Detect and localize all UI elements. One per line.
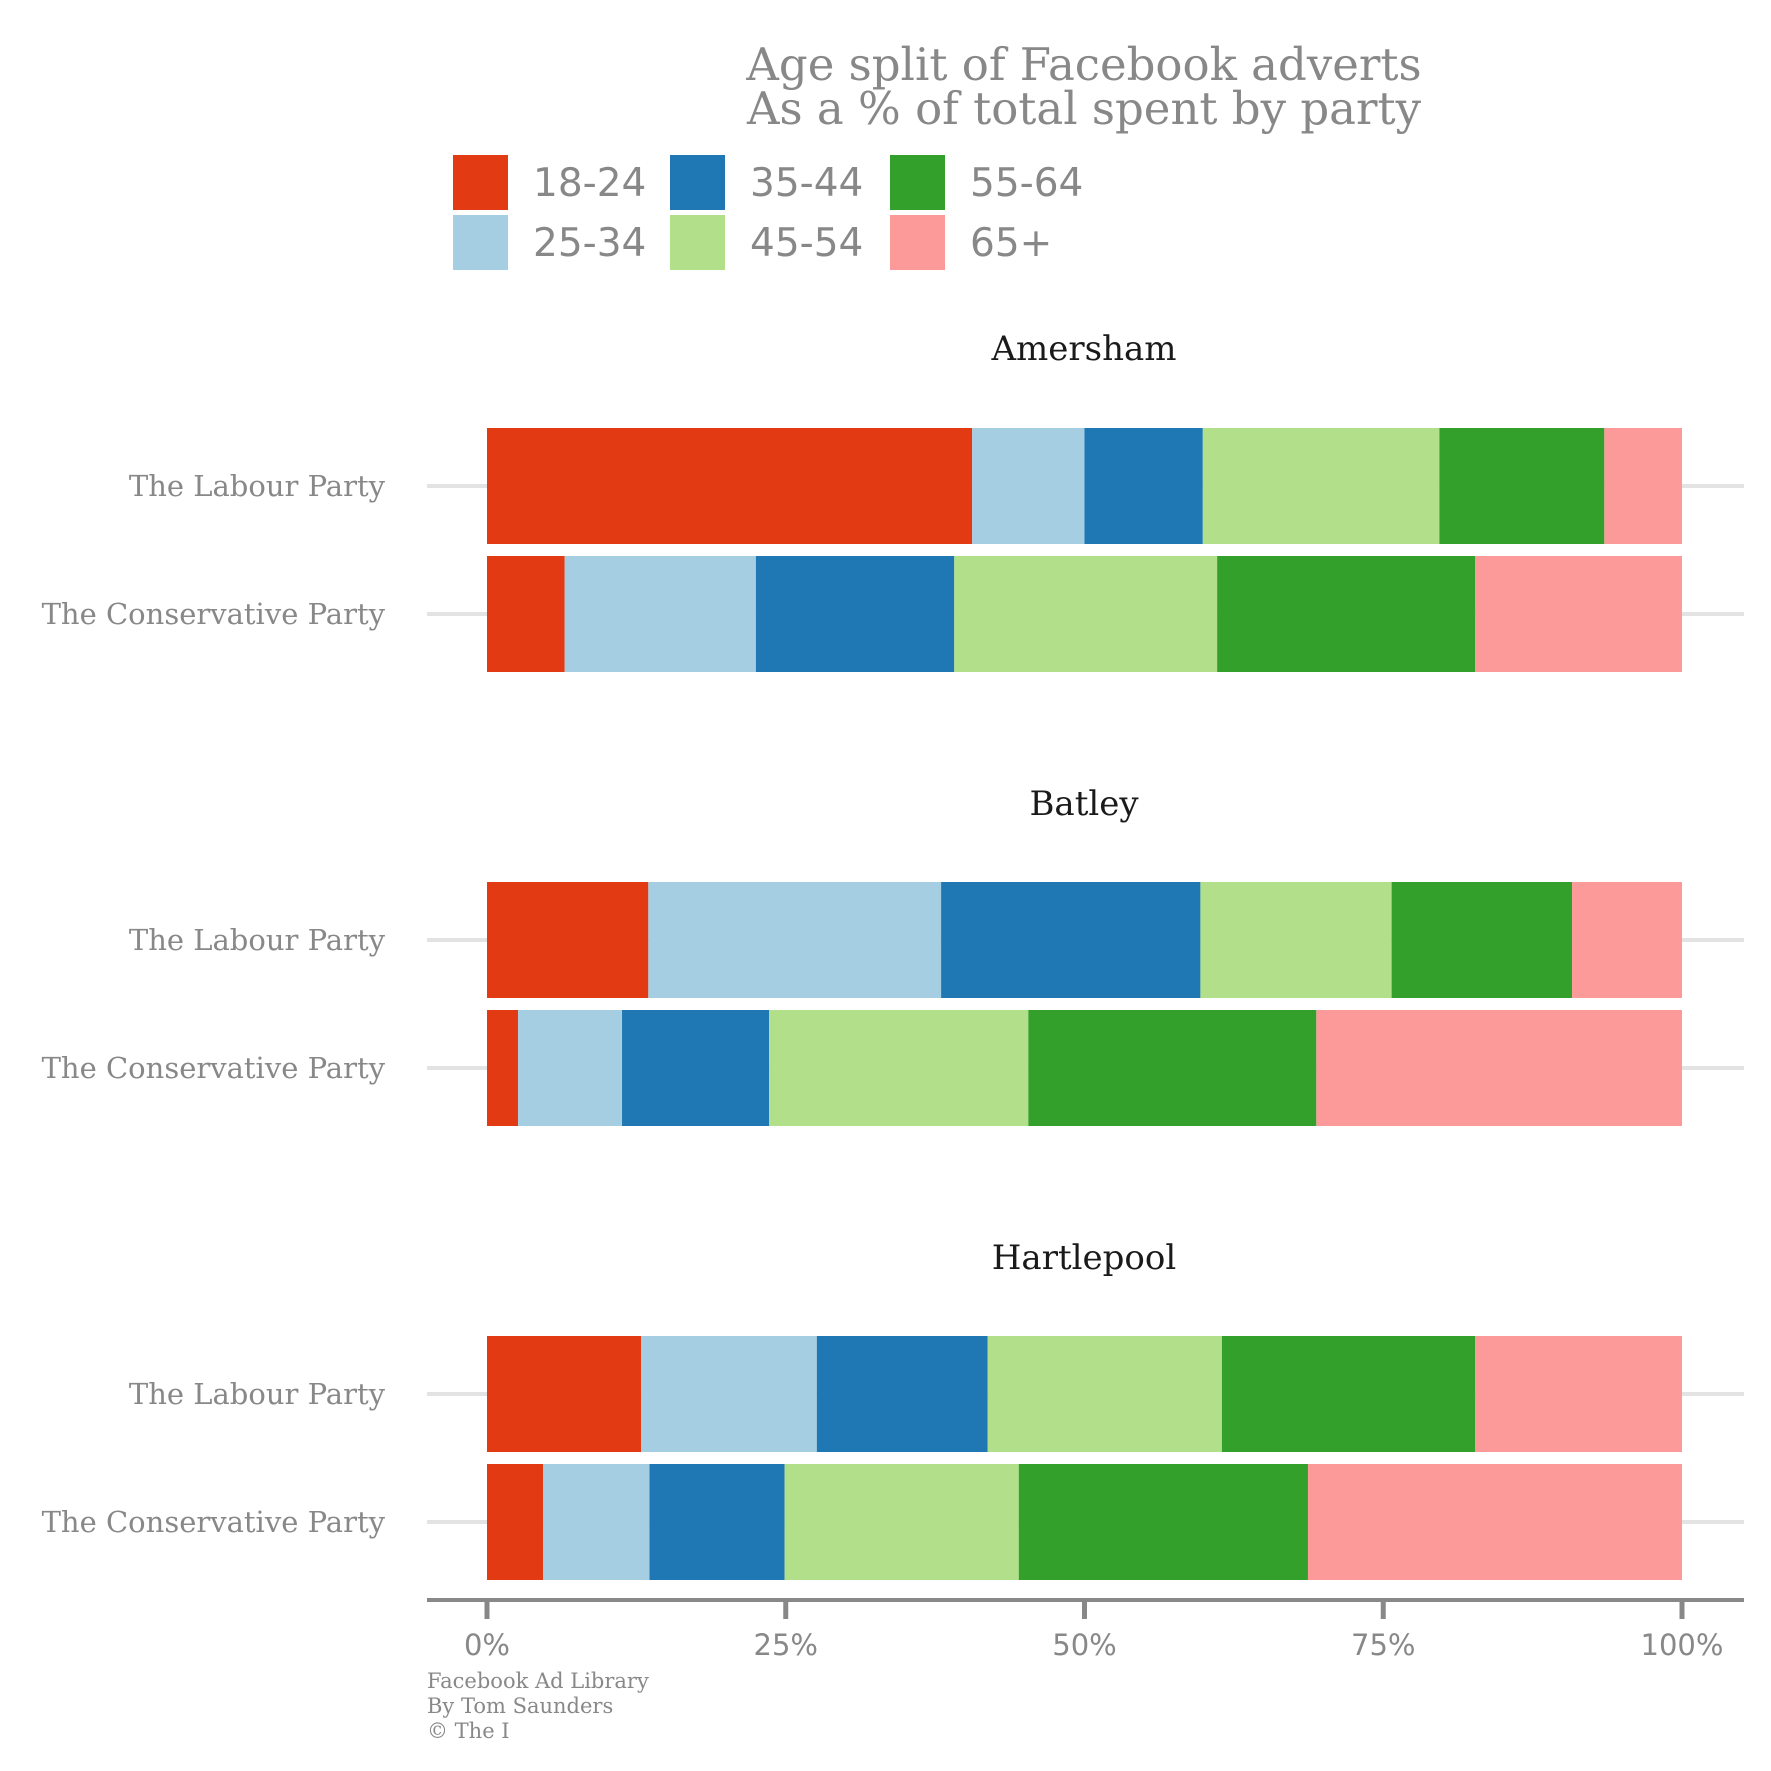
bar-segment-hartlepool-the-labour-party-35-44: 35-44: 14.3 bbox=[816, 1336, 988, 1452]
legend-swatch-55-64 bbox=[890, 155, 945, 210]
party-label-the-conservative-party: The Conservative Party bbox=[42, 597, 386, 631]
bar-segment-amersham-the-conservative-party-65: 65+: 17.3 bbox=[1475, 556, 1682, 672]
bar-segment-amersham-the-labour-party-65: 65+: 6.5 bbox=[1604, 428, 1682, 544]
legend-label-65: 65+ bbox=[970, 221, 1052, 266]
bar-segment-batley-the-conservative-party-65: 65+: 30.6 bbox=[1316, 1010, 1682, 1126]
bar-segment-amersham-the-conservative-party-55-64: 55-64: 21.6 bbox=[1217, 556, 1476, 672]
bar-segment-batley-the-conservative-party-45-54: 45-54: 21.7 bbox=[769, 1010, 1029, 1126]
x-tick-label: 75% bbox=[1351, 1628, 1415, 1662]
bar-segment-hartlepool-the-conservative-party-25-34: 25-34: 8.9 bbox=[543, 1464, 650, 1580]
bar-segment-hartlepool-the-conservative-party-35-44: 35-44: 11.3 bbox=[649, 1464, 785, 1580]
legend-swatch-45-54 bbox=[670, 215, 725, 270]
bar-segment-batley-the-conservative-party-25-34: 25-34: 8.7 bbox=[518, 1010, 623, 1126]
bar-segment-batley-the-labour-party-45-54: 45-54: 16 bbox=[1200, 882, 1392, 998]
caption-line: By Tom Saunders bbox=[427, 1694, 613, 1718]
bar-segment-hartlepool-the-conservative-party-55-64: 55-64: 24.2 bbox=[1018, 1464, 1308, 1580]
bar-segment-batley-the-labour-party-35-44: 35-44: 21.7 bbox=[941, 882, 1201, 998]
legend-label-35-44: 35-44 bbox=[750, 161, 863, 206]
bar-segment-hartlepool-the-labour-party-65: 65+: 17.3 bbox=[1475, 1336, 1682, 1452]
legend: 18-24 25-34 35-44 45-54 55-64 65+ bbox=[453, 155, 1083, 270]
x-tick-label: 0% bbox=[464, 1628, 510, 1662]
bar-segment-hartlepool-the-labour-party-45-54: 45-54: 19.6 bbox=[987, 1336, 1222, 1452]
caption-line: © The I bbox=[427, 1719, 510, 1743]
x-tick-label: 100% bbox=[1641, 1628, 1724, 1662]
facet-title-amersham: Amersham bbox=[990, 329, 1176, 369]
chart-subtitle: As a % of total spent by party bbox=[746, 82, 1422, 135]
bar-segment-hartlepool-the-conservative-party-18-24: 18-24: 4.7 bbox=[487, 1464, 544, 1580]
legend-swatch-35-44 bbox=[670, 155, 725, 210]
facet-title-batley: Batley bbox=[1029, 784, 1139, 824]
x-tick-label: 50% bbox=[1052, 1628, 1116, 1662]
bar-segment-amersham-the-labour-party-55-64: 55-64: 13.8 bbox=[1439, 428, 1605, 544]
bar-segment-amersham-the-labour-party-45-54: 45-54: 19.8 bbox=[1202, 428, 1440, 544]
legend-label-25-34: 25-34 bbox=[533, 221, 646, 266]
bar-segment-amersham-the-labour-party-35-44: 35-44: 9.9 bbox=[1084, 428, 1203, 544]
legend-swatch-65 bbox=[890, 215, 945, 270]
bar-segment-amersham-the-labour-party-25-34: 25-34: 9.4 bbox=[972, 428, 1085, 544]
bar-segment-batley-the-conservative-party-55-64: 55-64: 24.1 bbox=[1028, 1010, 1317, 1126]
bar-segment-batley-the-labour-party-25-34: 25-34: 24.5 bbox=[648, 882, 942, 998]
legend-label-45-54: 45-54 bbox=[750, 221, 863, 266]
bar-segment-batley-the-conservative-party-18-24: 18-24: 2.6 bbox=[487, 1010, 519, 1126]
legend-swatch-25-34 bbox=[453, 215, 508, 270]
party-label-the-labour-party: The Labour Party bbox=[129, 469, 386, 503]
bar-segment-batley-the-labour-party-18-24: 18-24: 13.5 bbox=[487, 882, 649, 998]
bar-segment-amersham-the-conservative-party-25-34: 25-34: 16 bbox=[564, 556, 756, 672]
party-label-the-conservative-party: The Conservative Party bbox=[42, 1051, 386, 1085]
x-axis: 0% 25% 50% 75% 100% bbox=[427, 1598, 1744, 1662]
bar-segment-hartlepool-the-labour-party-18-24: 18-24: 12.9 bbox=[487, 1336, 642, 1452]
facet-title-hartlepool: Hartlepool bbox=[992, 1238, 1176, 1278]
bar-segment-hartlepool-the-labour-party-25-34: 25-34: 14.7 bbox=[641, 1336, 817, 1452]
party-label-the-labour-party: The Labour Party bbox=[129, 923, 386, 957]
chart-title: Age split of Facebook adverts bbox=[745, 38, 1421, 91]
bar-segment-amersham-the-labour-party-18-24: 18-24: 40.6 bbox=[487, 428, 973, 544]
party-label-the-labour-party: The Labour Party bbox=[129, 1377, 386, 1411]
bar-segment-batley-the-labour-party-65: 65+: 9.2 bbox=[1572, 882, 1682, 998]
bar-segment-hartlepool-the-labour-party-55-64: 55-64: 21.2 bbox=[1221, 1336, 1476, 1452]
legend-label-55-64: 55-64 bbox=[970, 161, 1083, 206]
bar-segment-batley-the-conservative-party-35-44: 35-44: 12.3 bbox=[622, 1010, 770, 1126]
bar-segment-hartlepool-the-conservative-party-45-54: 45-54: 19.6 bbox=[784, 1464, 1019, 1580]
bar-segment-amersham-the-conservative-party-45-54: 45-54: 22 bbox=[954, 556, 1218, 672]
party-label-the-conservative-party: The Conservative Party bbox=[42, 1505, 386, 1539]
caption-line: Facebook Ad Library bbox=[427, 1669, 649, 1693]
bar-segment-amersham-the-conservative-party-18-24: 18-24: 6.5 bbox=[487, 556, 565, 672]
legend-swatch-18-24 bbox=[453, 155, 508, 210]
bar-segment-hartlepool-the-conservative-party-65: 65+: 31.3 bbox=[1307, 1464, 1682, 1580]
bar-segment-amersham-the-conservative-party-35-44: 35-44: 16.6 bbox=[755, 556, 955, 672]
legend-label-18-24: 18-24 bbox=[533, 161, 646, 206]
bar-segment-batley-the-labour-party-55-64: 55-64: 15.1 bbox=[1391, 882, 1573, 998]
x-tick-label: 25% bbox=[754, 1628, 818, 1662]
